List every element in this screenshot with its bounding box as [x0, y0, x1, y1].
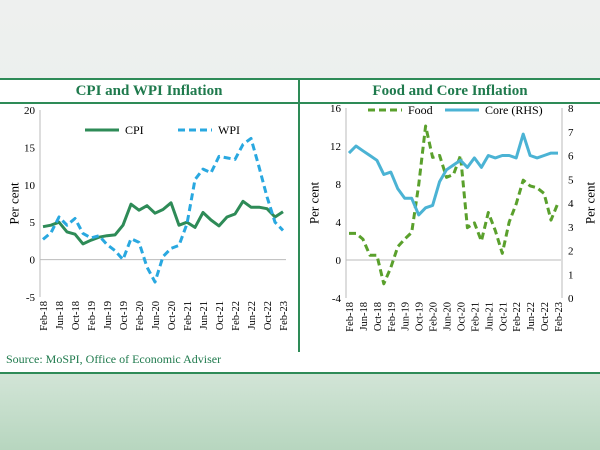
- x-tick-label: Feb-22: [231, 301, 242, 331]
- x-tick-label: Jun-18: [359, 302, 370, 331]
- y-tick-label: 16: [330, 103, 342, 115]
- y2-tick-label: 3: [568, 222, 574, 234]
- chart-title-cpi-wpi: CPI and WPI Inflation: [0, 80, 298, 104]
- series-line-cpi: [42, 199, 284, 246]
- legend-label: WPI: [218, 123, 240, 137]
- y2-tick-label: 4: [568, 198, 574, 210]
- x-tick-label: Feb-22: [512, 302, 523, 332]
- x-tick-label: Oct-19: [415, 302, 426, 331]
- x-tick-label: Feb-20: [135, 301, 146, 331]
- y2-axis-label: Per cent: [583, 181, 598, 224]
- x-tick-label: Feb-18: [345, 302, 356, 332]
- y2-tick-label: 6: [568, 151, 574, 163]
- legend-label: CPI: [125, 123, 144, 137]
- x-tick-label: Jun-20: [443, 302, 454, 331]
- divider: [298, 80, 300, 352]
- y-axis-label: Per cent: [307, 181, 322, 224]
- x-tick-label: Feb-21: [183, 301, 194, 331]
- x-tick-label: Jun-18: [55, 301, 66, 330]
- x-tick-label: Feb-19: [387, 302, 398, 332]
- chart-panel: CPI and WPI Inflation Food and Core Infl…: [0, 78, 600, 374]
- series-line-core-rhs-: [347, 132, 558, 217]
- x-tick-label: Jun-21: [199, 301, 210, 330]
- legend-label: Food: [408, 103, 433, 117]
- y-tick-label: 0: [30, 255, 36, 267]
- y-tick-label: 15: [24, 142, 36, 154]
- y-tick-label: 5: [30, 217, 36, 229]
- x-tick-label: Oct-21: [498, 302, 509, 331]
- series-line-wpi: [42, 136, 285, 284]
- x-tick-label: Oct-22: [540, 302, 551, 331]
- y2-tick-label: 0: [568, 293, 574, 305]
- x-tick-label: Jun-19: [401, 302, 412, 331]
- y-axis-label: Per cent: [7, 182, 22, 225]
- x-tick-label: Feb-18: [39, 301, 50, 331]
- x-tick-label: Feb-19: [87, 301, 98, 331]
- y-tick-label: 4: [336, 217, 342, 229]
- y2-tick-label: 5: [568, 174, 574, 186]
- y2-tick-label: 1: [568, 269, 574, 281]
- y2-tick-label: 8: [568, 103, 574, 115]
- x-tick-label: Feb-23: [554, 302, 565, 332]
- y-tick-label: -5: [26, 292, 36, 304]
- x-tick-label: Oct-18: [373, 302, 384, 331]
- source-note: Source: MoSPI, Office of Economic Advise…: [6, 352, 222, 366]
- y-tick-label: 8: [336, 179, 342, 191]
- x-tick-label: Oct-22: [263, 301, 274, 330]
- y-tick-label: -4: [332, 293, 342, 305]
- x-tick-label: Feb-20: [429, 302, 440, 332]
- x-tick-label: Oct-20: [167, 301, 178, 330]
- x-tick-label: Jun-20: [151, 301, 162, 330]
- chart-title-food-core: Food and Core Inflation: [300, 80, 600, 104]
- x-tick-label: Jun-22: [526, 302, 537, 331]
- x-tick-label: Oct-19: [119, 301, 130, 330]
- y-tick-label: 20: [24, 105, 36, 117]
- x-tick-label: Jun-19: [103, 301, 114, 330]
- y-tick-label: 10: [24, 180, 36, 192]
- y2-tick-label: 2: [568, 246, 574, 258]
- y-tick-label: 0: [336, 255, 342, 267]
- y2-tick-label: 7: [568, 127, 574, 139]
- x-tick-label: Oct-18: [71, 301, 82, 330]
- x-tick-label: Feb-21: [470, 302, 481, 332]
- y-tick-label: 12: [330, 141, 341, 153]
- x-tick-label: Oct-20: [456, 302, 467, 331]
- legend-label: Core (RHS): [485, 103, 543, 117]
- x-tick-label: Oct-21: [215, 301, 226, 330]
- series-line-food: [349, 124, 560, 286]
- x-tick-label: Feb-23: [279, 301, 290, 331]
- x-tick-label: Jun-22: [247, 301, 258, 330]
- x-tick-label: Jun-21: [484, 302, 495, 331]
